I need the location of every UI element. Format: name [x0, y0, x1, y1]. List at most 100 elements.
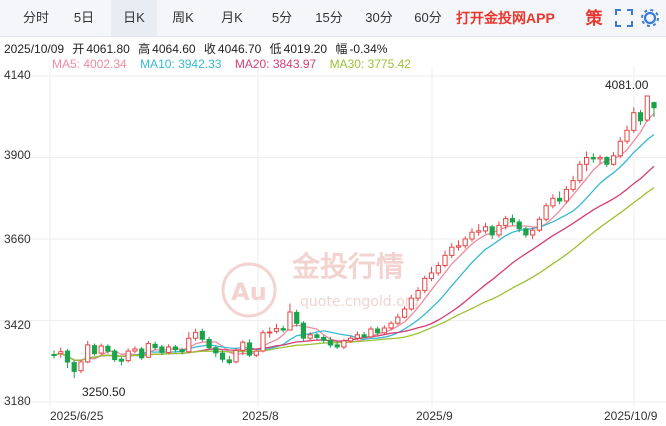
candle[interactable] — [381, 325, 387, 335]
candle[interactable] — [584, 151, 590, 172]
candle[interactable] — [98, 343, 104, 356]
candle[interactable] — [408, 294, 414, 311]
candle[interactable] — [651, 101, 657, 118]
candle[interactable] — [590, 153, 596, 163]
candle[interactable] — [631, 107, 637, 134]
candle[interactable] — [199, 328, 205, 342]
candle[interactable] — [462, 236, 468, 249]
candle[interactable] — [51, 350, 57, 359]
candle[interactable] — [354, 331, 360, 341]
candle[interactable] — [611, 152, 617, 166]
tab-15min[interactable]: 15分 — [315, 10, 343, 25]
candle[interactable] — [179, 347, 185, 355]
candle[interactable] — [314, 332, 320, 340]
candle[interactable] — [422, 275, 428, 294]
candle[interactable] — [550, 194, 556, 209]
candle[interactable] — [267, 327, 273, 338]
candle[interactable] — [428, 266, 435, 282]
candle[interactable] — [233, 347, 239, 364]
candle[interactable] — [226, 355, 232, 365]
candle[interactable] — [449, 243, 455, 259]
candle[interactable] — [206, 336, 212, 350]
candle[interactable] — [557, 191, 563, 205]
candle[interactable] — [388, 321, 394, 331]
candle[interactable] — [71, 360, 77, 379]
candle[interactable] — [509, 214, 515, 226]
candle[interactable] — [78, 359, 84, 374]
fullscreen-icon[interactable] — [614, 8, 634, 28]
candle[interactable] — [516, 219, 522, 233]
candle[interactable] — [563, 186, 569, 204]
candle[interactable] — [253, 349, 259, 358]
candle[interactable] — [321, 335, 327, 343]
candle[interactable] — [637, 109, 644, 125]
candle[interactable] — [132, 346, 138, 354]
candle[interactable] — [273, 323, 280, 334]
candle[interactable] — [213, 345, 219, 358]
candle[interactable] — [624, 125, 630, 144]
candle[interactable] — [240, 340, 246, 356]
candle[interactable] — [536, 216, 542, 233]
candle[interactable] — [442, 250, 448, 268]
candle[interactable] — [85, 340, 91, 364]
candle[interactable] — [219, 350, 226, 363]
candle[interactable] — [145, 340, 152, 358]
candle[interactable] — [489, 224, 495, 239]
candle[interactable] — [361, 332, 367, 339]
candle[interactable] — [455, 240, 462, 251]
tab-weekly-k[interactable]: 周K — [172, 10, 194, 25]
candle[interactable] — [58, 347, 64, 358]
candle[interactable] — [300, 321, 306, 341]
candle[interactable] — [280, 325, 286, 333]
candle[interactable] — [193, 328, 199, 341]
tab-daily-k[interactable]: 日K — [111, 0, 157, 36]
candle[interactable] — [523, 226, 529, 238]
candle[interactable] — [482, 222, 489, 234]
candle[interactable] — [543, 203, 549, 222]
candle[interactable] — [570, 175, 576, 193]
open-app-link[interactable]: 打开金投网APP — [456, 10, 555, 26]
candle[interactable] — [597, 154, 603, 165]
settings-icon[interactable] — [640, 8, 660, 28]
candle[interactable] — [125, 348, 131, 363]
candle[interactable] — [159, 344, 165, 356]
tab-30min[interactable]: 30分 — [365, 10, 393, 25]
candle[interactable] — [91, 343, 98, 356]
candle[interactable] — [415, 287, 421, 301]
candle[interactable] — [260, 330, 266, 353]
candle[interactable] — [186, 332, 192, 354]
strategy-icon[interactable]: 策 — [584, 8, 604, 28]
tab-5day[interactable]: 5日 — [73, 10, 95, 25]
candle[interactable] — [395, 313, 401, 326]
candle[interactable] — [503, 215, 509, 230]
candle[interactable] — [604, 156, 610, 168]
candle[interactable] — [139, 346, 145, 360]
candle[interactable] — [375, 326, 381, 336]
candle[interactable] — [64, 349, 71, 369]
candle[interactable] — [469, 228, 475, 242]
candle[interactable] — [617, 137, 623, 159]
candle[interactable] — [294, 309, 300, 327]
candle[interactable] — [307, 332, 313, 341]
candle[interactable] — [118, 357, 125, 366]
candle[interactable] — [435, 262, 441, 276]
candle[interactable] — [327, 336, 333, 348]
tab-5min[interactable]: 5分 — [271, 10, 293, 25]
candle[interactable] — [530, 227, 536, 239]
candle[interactable] — [112, 349, 118, 362]
candle[interactable] — [287, 303, 293, 331]
candle[interactable] — [496, 221, 502, 238]
candle[interactable] — [644, 95, 650, 122]
candle[interactable] — [246, 339, 253, 358]
tab-intraday[interactable]: 分时 — [22, 10, 49, 25]
candle[interactable] — [152, 341, 158, 351]
candle[interactable] — [348, 335, 354, 343]
tab-60min[interactable]: 60分 — [414, 10, 442, 25]
candle[interactable] — [341, 338, 347, 350]
candle[interactable] — [105, 344, 111, 354]
candle[interactable] — [172, 344, 179, 353]
candle[interactable] — [166, 344, 172, 355]
candle[interactable] — [334, 341, 340, 350]
candle[interactable] — [368, 326, 374, 339]
